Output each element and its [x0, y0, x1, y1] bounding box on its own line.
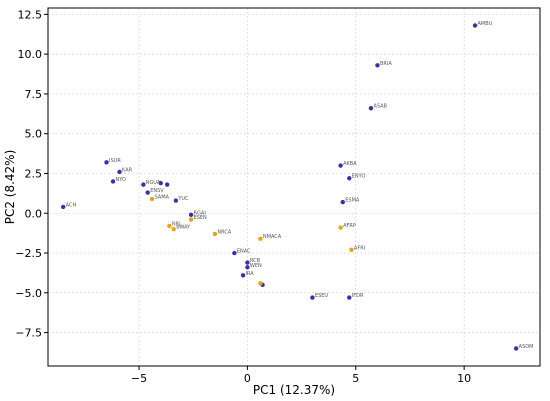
y-axis-title: PC2 (8.42%) [3, 150, 17, 225]
data-point-label: BWAY [176, 225, 191, 231]
data-point-label: ENYO [352, 174, 366, 180]
y-tick-label: −5.0 [15, 287, 42, 300]
data-point-label: WEN [250, 263, 262, 269]
data-point-label: RPL [172, 221, 181, 227]
data-point-label: ASOM [519, 344, 534, 350]
y-tick-label: −7.5 [15, 327, 42, 340]
data-point-label: KAR [122, 167, 133, 173]
y-tick-label: 2.5 [25, 167, 43, 180]
data-point [347, 295, 352, 300]
data-point-label: ESEU [315, 293, 328, 299]
data-point-label: ENAC [237, 249, 251, 255]
plot-frame [47, 7, 541, 367]
data-point [349, 247, 354, 253]
data-point [245, 260, 250, 265]
y-tick-label: 0.0 [25, 207, 43, 220]
x-axis-title: PC1 (12.37%) [253, 383, 335, 397]
y-tick-label: −2.5 [15, 247, 42, 260]
data-point [104, 160, 109, 165]
data-point [340, 199, 345, 205]
data-point-label: BRIA [380, 61, 392, 67]
data-point [258, 281, 263, 286]
x-tick-label: −5 [131, 372, 147, 385]
data-point-label: RGUA [146, 180, 161, 186]
data-point [347, 176, 352, 181]
y-tick-label: 12.5 [18, 8, 43, 21]
data-point [145, 190, 150, 195]
data-point [310, 295, 315, 300]
data-point-label: ISUR [109, 158, 121, 164]
data-point-label: AFRI [354, 245, 365, 251]
data-point [141, 182, 146, 187]
grid-layer [48, 8, 540, 366]
data-point [368, 106, 374, 111]
data-point [173, 198, 179, 203]
data-point-label: IRA [246, 271, 255, 277]
data-point [165, 182, 170, 187]
tick-layer: −5 0 5 10 −7.5 −5.0 −2.5 0.0 2.5 5.0 7.5 10.0 12.5 [15, 8, 471, 385]
data-point-label: NYO [116, 177, 127, 183]
data-point [60, 204, 66, 210]
data-point [158, 180, 163, 186]
x-tick-label: 0 [244, 372, 251, 385]
data-point-label: AFRP [343, 223, 356, 229]
data-point [338, 225, 343, 230]
y-tick-label: 7.5 [25, 88, 43, 101]
data-point-label: ESMA [345, 198, 360, 204]
data-point-label: NRCA [217, 229, 231, 235]
data-point-label: YUC [177, 196, 189, 202]
x-tick-label: 10 [457, 372, 471, 385]
data-point [188, 212, 194, 218]
y-tick-label: 5.0 [25, 128, 43, 141]
data-point-label: AKBA [343, 161, 357, 167]
y-tick-label: 10.0 [18, 48, 43, 61]
x-tick-label: 5 [352, 372, 359, 385]
data-point-label: ASAB [373, 104, 387, 110]
data-point [110, 179, 116, 184]
data-point [171, 226, 176, 232]
data-point-label: IFDR [352, 293, 364, 299]
data-point [188, 217, 194, 222]
data-point-label: ENSV [150, 188, 164, 194]
data-point-label: SAMA [155, 194, 170, 200]
data-point [212, 231, 218, 237]
data-point [232, 250, 237, 256]
data-point [513, 346, 519, 351]
data-point [375, 63, 380, 68]
data-point [117, 169, 122, 175]
data-point [338, 163, 343, 168]
data-point [167, 223, 172, 229]
data-point-label: ESEN [194, 215, 207, 221]
data-point-label: RGAI [194, 210, 206, 216]
data-point-label: ACH [66, 202, 77, 208]
data-point [258, 236, 263, 241]
data-point-label: RCB [250, 258, 261, 264]
data-point [240, 273, 246, 278]
point-layer [60, 23, 519, 351]
data-point [245, 265, 250, 270]
data-point-label: NMACA [263, 234, 282, 240]
data-point [472, 23, 478, 28]
data-point-label: AMBU [477, 21, 492, 27]
data-point [149, 196, 155, 202]
